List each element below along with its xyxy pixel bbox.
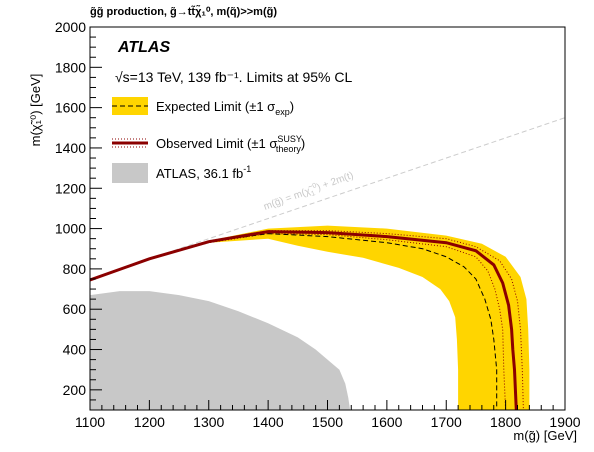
y-tick-label: 1600 (55, 100, 86, 116)
legend-expected-label: Expected Limit (±1 σexp) (156, 99, 294, 117)
x-tick-label: 1900 (549, 414, 580, 430)
x-axis-label: m(g̃) [GeV] (513, 428, 577, 443)
atlas-label: ATLAS (117, 39, 170, 56)
legend: Expected Limit (±1 σexp) Observed Limit … (112, 97, 305, 183)
legend-previous-label: ATLAS, 36.1 fb-1 (156, 164, 251, 181)
x-tick-label: 1100 (75, 414, 105, 430)
x-tick-label: 1200 (134, 414, 165, 430)
y-tick-label: 1200 (55, 180, 86, 196)
y-tick-label: 1800 (55, 59, 86, 75)
y-axis-label: m(χ̃₁⁰) [GeV] (28, 74, 43, 147)
x-tick-label: 1600 (371, 414, 402, 430)
y-tick-label: 800 (63, 261, 87, 277)
y-tick-label: 2000 (55, 19, 86, 35)
legend-previous-swatch (112, 163, 148, 183)
x-tick-label: 1300 (193, 414, 224, 430)
y-tick-label: 1400 (55, 140, 86, 156)
x-tick-label: 1800 (490, 414, 521, 430)
y-tick-label: 200 (63, 382, 87, 398)
observed-limit-line (90, 230, 518, 410)
chart-title: g̃g̃ production, g̃→tt̃χ̃₁⁰, m(q̃)>>m(g̃… (90, 5, 277, 18)
energy-lumi-info: √s=13 TeV, 139 fb⁻¹. Limits at 95% CL (115, 69, 352, 85)
y-tick-label: 600 (63, 301, 87, 317)
x-tick-label: 1700 (431, 414, 462, 430)
y-tick-label: 400 (63, 342, 87, 358)
x-tick-label: 1500 (312, 414, 343, 430)
expected-limit-band (90, 225, 530, 410)
y-axis: 200 400 600 800 1000 1200 1400 1600 1800 2000 (55, 19, 102, 401)
x-tick-label: 1400 (253, 414, 284, 430)
previous-limit-region (90, 291, 351, 410)
legend-observed-label: Observed Limit (±1 σSUSY theory) (156, 134, 305, 154)
x-axis: 1100 1200 1300 1400 1500 1600 1700 1800 1900 (75, 400, 581, 430)
y-tick-label: 1000 (55, 221, 86, 237)
